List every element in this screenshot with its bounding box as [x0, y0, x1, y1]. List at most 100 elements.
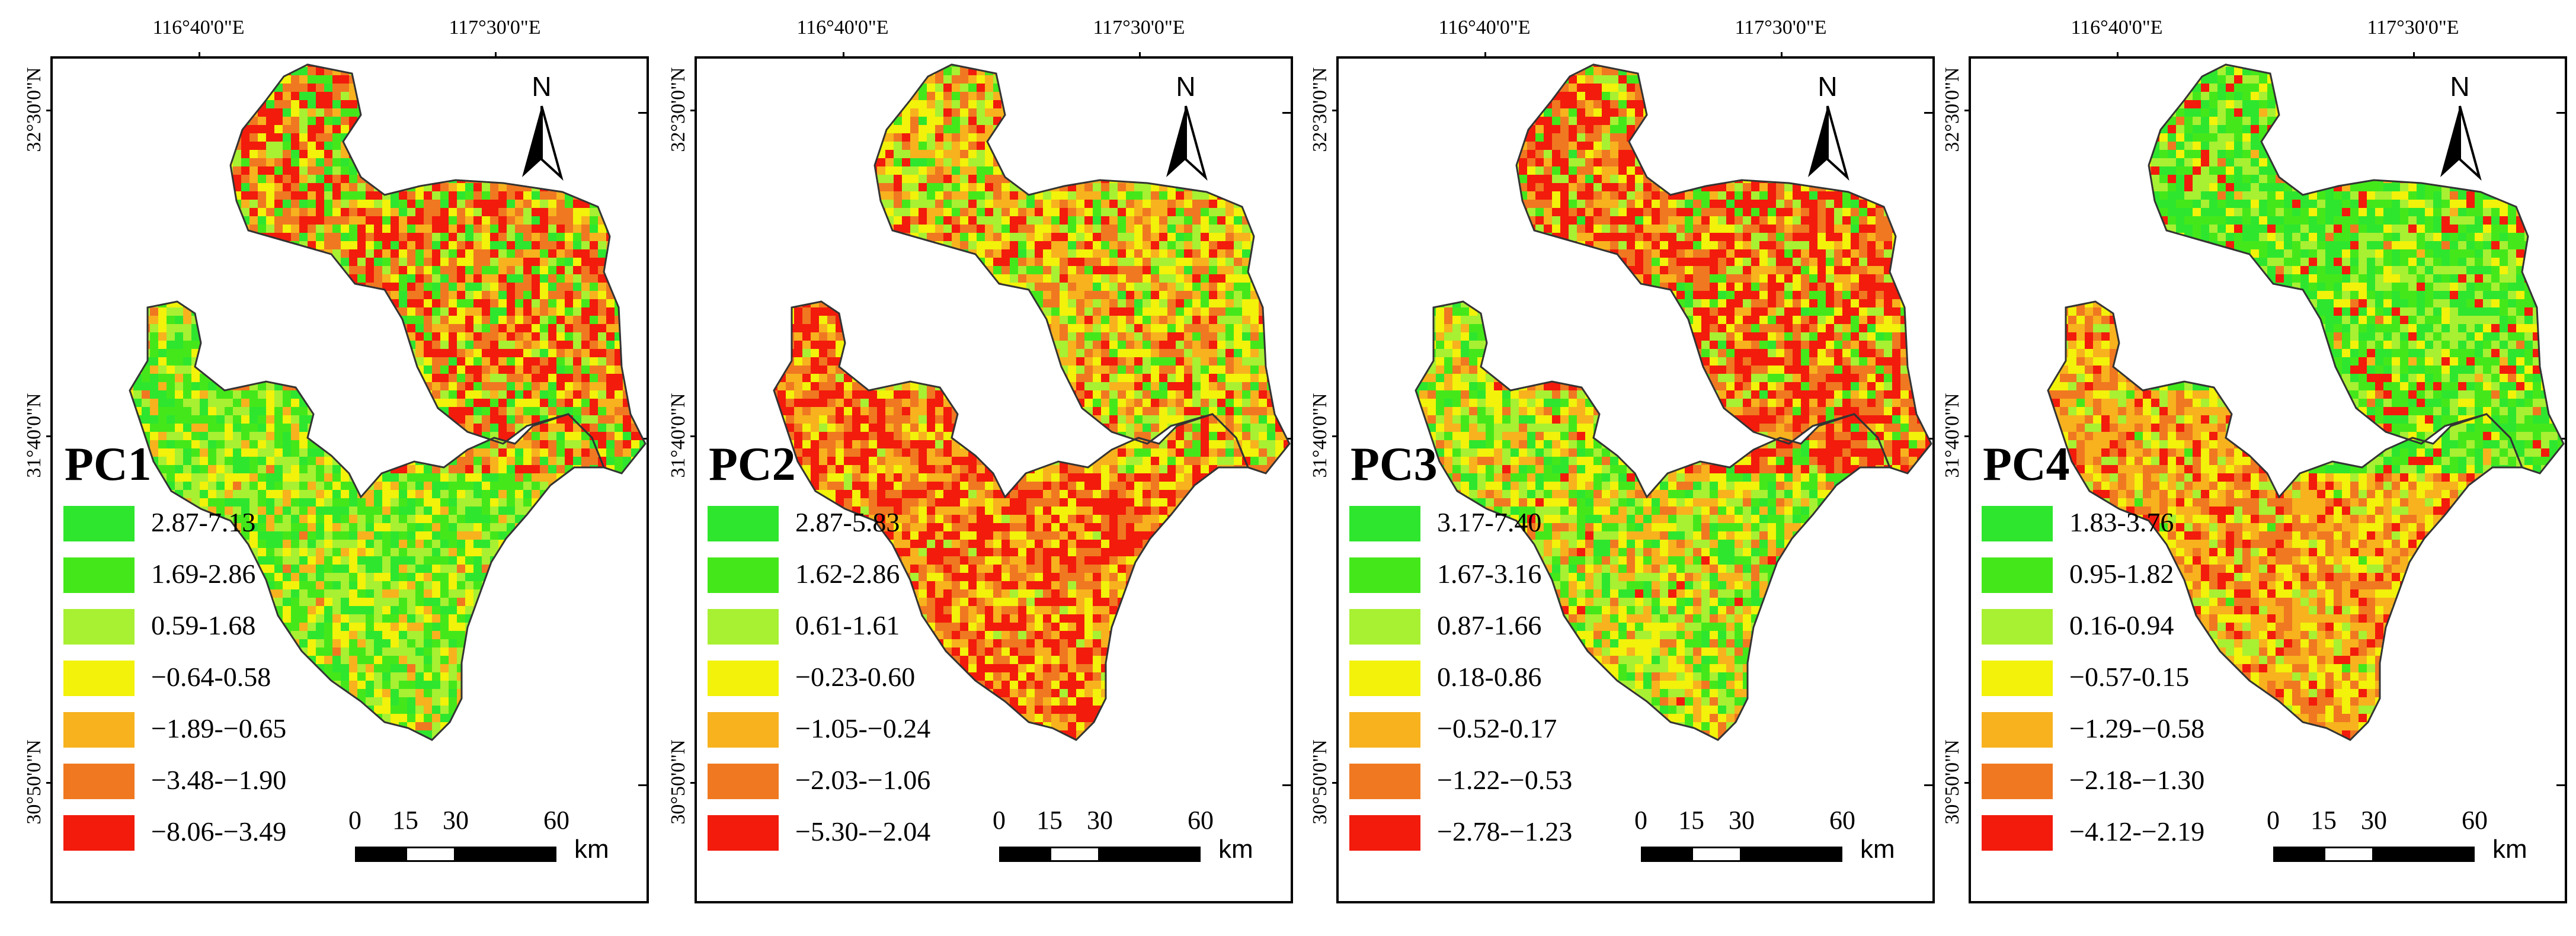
raster-cell	[490, 672, 499, 681]
raster-cell	[133, 241, 142, 250]
raster-cell	[615, 150, 623, 159]
raster-cell	[382, 523, 391, 532]
raster-cell	[490, 283, 499, 291]
raster-cell	[565, 266, 574, 275]
raster-cell	[540, 465, 549, 474]
raster-cell	[565, 366, 574, 374]
raster-cell	[532, 382, 540, 391]
raster-cell	[440, 208, 449, 217]
raster-cell	[291, 291, 300, 300]
raster-cell	[606, 175, 615, 184]
raster-cell	[130, 166, 134, 175]
raster-cell	[200, 407, 209, 416]
raster-cell	[399, 523, 408, 532]
raster-cell	[639, 482, 645, 491]
raster-cell	[507, 307, 516, 316]
raster-cell	[432, 507, 441, 515]
raster-cell	[590, 606, 599, 615]
raster-cell	[573, 100, 582, 109]
raster-cell	[606, 598, 615, 607]
raster-cell	[208, 200, 217, 209]
raster-cell	[449, 548, 457, 557]
raster-cell	[274, 448, 283, 457]
raster-cell	[556, 241, 565, 250]
raster-cell	[374, 515, 383, 524]
raster-cell	[266, 324, 275, 333]
raster-cell	[258, 415, 267, 424]
raster-cell	[515, 341, 524, 350]
raster-cell	[457, 357, 466, 366]
raster-cell	[349, 581, 358, 590]
raster-cell	[291, 415, 300, 424]
raster-cell	[266, 432, 275, 441]
raster-cell	[565, 457, 574, 466]
raster-cell	[100, 258, 109, 267]
raster-cell	[615, 448, 623, 457]
raster-cell	[258, 299, 267, 308]
raster-cell	[133, 191, 142, 200]
raster-cell	[639, 349, 645, 358]
raster-cell	[432, 589, 441, 598]
raster-cell	[249, 324, 258, 333]
raster-cell	[424, 515, 433, 524]
raster-cell	[482, 664, 491, 673]
raster-cell	[391, 84, 399, 92]
raster-cell	[598, 291, 607, 300]
raster-cell	[332, 208, 341, 217]
raster-cell	[407, 656, 416, 665]
raster-cell	[573, 291, 582, 300]
raster-cell	[374, 606, 383, 615]
raster-cell	[357, 473, 366, 482]
raster-cell	[382, 556, 391, 565]
raster-cell	[532, 258, 540, 267]
raster-cell	[598, 341, 607, 350]
raster-cell	[324, 473, 333, 482]
raster-cell	[291, 573, 300, 582]
raster-cell	[175, 249, 184, 258]
raster-cell	[142, 117, 151, 126]
raster-cell	[117, 150, 126, 159]
raster-cell	[249, 100, 258, 109]
coord-lon-right: 117°30'0"E	[449, 17, 540, 39]
raster-cell	[523, 664, 532, 673]
raster-cell	[274, 507, 283, 515]
raster-cell	[357, 382, 366, 391]
raster-cell	[532, 432, 540, 441]
raster-cell	[598, 664, 607, 673]
raster-cell	[581, 191, 590, 200]
raster-cell	[332, 266, 341, 275]
raster-cell	[440, 316, 449, 325]
raster-cell	[581, 399, 590, 408]
raster-cell	[374, 598, 383, 607]
raster-cell	[183, 150, 192, 159]
raster-cell	[391, 208, 399, 217]
raster-cell	[191, 598, 200, 607]
raster-cell	[598, 407, 607, 416]
raster-cell	[316, 606, 325, 615]
raster-cell	[191, 158, 200, 167]
raster-cell	[233, 274, 242, 283]
raster-cell	[415, 606, 424, 615]
raster-cell	[274, 440, 283, 449]
raster-cell	[366, 382, 375, 391]
raster-cell	[299, 332, 308, 341]
raster-cell	[639, 457, 645, 466]
raster-cell	[233, 324, 242, 333]
raster-cell	[590, 274, 599, 283]
raster-cell	[241, 332, 250, 341]
raster-cell	[581, 307, 590, 316]
raster-cell	[565, 390, 574, 399]
raster-cell	[308, 473, 316, 482]
raster-cell	[523, 324, 532, 333]
raster-cell	[540, 457, 549, 466]
raster-cell	[449, 440, 457, 449]
raster-cell	[324, 307, 333, 316]
raster-cell	[498, 432, 507, 441]
raster-cell	[631, 482, 640, 491]
raster-cell	[590, 92, 599, 101]
raster-cell	[316, 225, 325, 233]
raster-cell	[133, 540, 142, 549]
raster-cell	[391, 565, 399, 573]
raster-cell	[515, 357, 524, 366]
raster-cell	[349, 424, 358, 432]
